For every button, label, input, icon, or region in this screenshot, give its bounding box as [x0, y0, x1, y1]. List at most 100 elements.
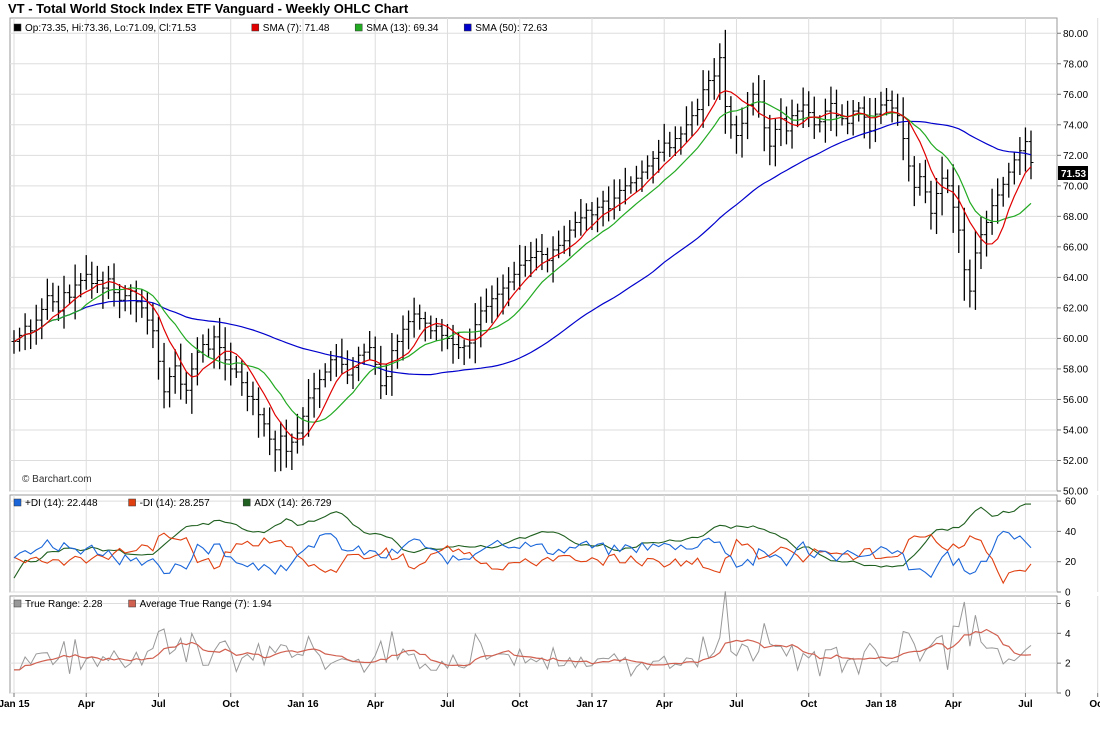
- ohlc-bar: [39, 298, 45, 340]
- legends: Op:73.35, Hi:73.36, Lo:71.09, Cl:71.53 SM…: [13, 23, 548, 610]
- ohlc-bar: [256, 387, 262, 438]
- dmi-panel-frame: [9, 494, 1058, 593]
- ohlc-bar: [884, 88, 890, 116]
- dmi-y-tick-label: 0: [1065, 588, 1071, 599]
- ohlc-bar: [650, 151, 656, 184]
- ohlc-bar: [422, 311, 428, 342]
- ohlc-bar: [706, 70, 712, 107]
- x-tick-label: Oct: [222, 699, 239, 710]
- ohlc-bar: [383, 364, 389, 395]
- ohlc-bar: [389, 332, 395, 396]
- ohlc-bar: [500, 274, 506, 315]
- ohlc-bar: [222, 327, 228, 381]
- atr-y-tick-label: 0: [1065, 689, 1071, 700]
- ohlc-bar: [267, 407, 273, 456]
- ohlc-bar: [283, 419, 289, 468]
- ohlc-bar: [717, 43, 723, 100]
- atr-legend-label: True Range: 2.28: [25, 599, 103, 610]
- ohlc-bar: [83, 255, 89, 290]
- ohlc-bar: [155, 316, 161, 380]
- price-y-tick-label: 54.00: [1063, 425, 1088, 436]
- price-marks: [11, 29, 1034, 472]
- ohlc-bar: [928, 180, 934, 230]
- ohlc-bar: [28, 319, 34, 350]
- dmi-legend-swatch: [242, 498, 251, 507]
- ohlc-bar: [683, 106, 689, 143]
- ohlc-bar: [167, 367, 173, 408]
- price-y-tick-label: 56.00: [1063, 395, 1088, 406]
- ohlc-bar: [511, 261, 517, 291]
- x-tick-label: Jul: [440, 699, 455, 710]
- ohlc-bar: [767, 114, 773, 166]
- ohlc-bar: [906, 120, 912, 182]
- ohlc-bar: [89, 261, 95, 299]
- ohlc-bar: [272, 430, 278, 472]
- ohlc-bar: [250, 381, 256, 416]
- ohlc-bar: [489, 285, 495, 324]
- ohlc-bar: [533, 238, 539, 271]
- ohlc-bar: [861, 96, 867, 139]
- x-tick-label: Oct: [800, 699, 817, 710]
- ohlc-bar: [645, 155, 651, 180]
- ohlc-bar: [989, 188, 995, 235]
- ohlc-bar: [878, 91, 884, 125]
- ohlc-bar: [239, 360, 245, 396]
- atr-legend-swatch: [13, 599, 22, 608]
- dmi-legend-label: +DI (14): 22.448: [25, 498, 98, 509]
- ohlc-bar: [50, 282, 56, 312]
- sma-7-line: [13, 90, 1032, 440]
- price-y-tick-label: 80.00: [1063, 29, 1088, 40]
- x-tick-label: Jan 16: [287, 699, 319, 710]
- price-y-tick-label: 64.00: [1063, 273, 1088, 284]
- ohlc-bar: [400, 315, 406, 361]
- ohlc-bar: [233, 355, 239, 378]
- ohlc-bar: [1011, 151, 1017, 185]
- dmi-legend-swatch: [13, 498, 22, 507]
- gridlines: [10, 18, 1099, 697]
- x-tick-label: Oct: [1089, 699, 1100, 710]
- ohlc-bar: [1017, 137, 1023, 175]
- ohlc-bar: [317, 369, 323, 408]
- ohlc-bar: [311, 372, 317, 418]
- plus-di-line: [13, 530, 1032, 579]
- price-y-tick-label: 74.00: [1063, 120, 1088, 131]
- ohlc-bar: [206, 328, 212, 358]
- x-tick-label: Jul: [1018, 699, 1033, 710]
- ohlc-bar: [44, 278, 50, 320]
- ohlc-bar: [344, 350, 350, 385]
- ohlc-bar: [478, 296, 484, 348]
- x-tick-label: Apr: [78, 699, 95, 710]
- ohlc-bar: [289, 433, 295, 471]
- ohlc-bar: [244, 371, 250, 412]
- ohlc-bar: [739, 107, 745, 158]
- ohlc-bar: [950, 164, 956, 233]
- ohlc-bar: [856, 101, 862, 122]
- ohlc-bar: [78, 273, 84, 298]
- ohlc-bar: [217, 317, 223, 370]
- ohlc-bar: [111, 263, 117, 307]
- ohlc-bar: [183, 372, 189, 404]
- ohlc-bar: [850, 100, 856, 136]
- ohlc-bar: [678, 126, 684, 155]
- ohlc-bar: [800, 87, 806, 128]
- ohlc-bar: [639, 160, 645, 192]
- ohlc-bar: [456, 331, 462, 360]
- ohlc-bar: [661, 123, 667, 162]
- ohlc-bar: [1022, 127, 1028, 172]
- ohlc-bar: [261, 407, 267, 437]
- atr-line: [13, 628, 1032, 671]
- ohlc-bar: [895, 93, 901, 126]
- ohlc-bar: [328, 351, 334, 382]
- ohlc-bar: [1028, 130, 1034, 180]
- sma-50-line: [13, 120, 1032, 376]
- ohlc-bar: [139, 289, 145, 318]
- ohlc-bar: [17, 327, 23, 352]
- ohlc-bar: [689, 101, 695, 137]
- price-y-tick-label: 60.00: [1063, 334, 1088, 345]
- ohlc-bar: [1000, 176, 1006, 207]
- ohlc-bar: [411, 297, 417, 338]
- ohlc-bar: [806, 91, 812, 128]
- ohlc-bar: [956, 185, 962, 253]
- dmi-legend-label: -DI (14): 28.257: [140, 498, 210, 509]
